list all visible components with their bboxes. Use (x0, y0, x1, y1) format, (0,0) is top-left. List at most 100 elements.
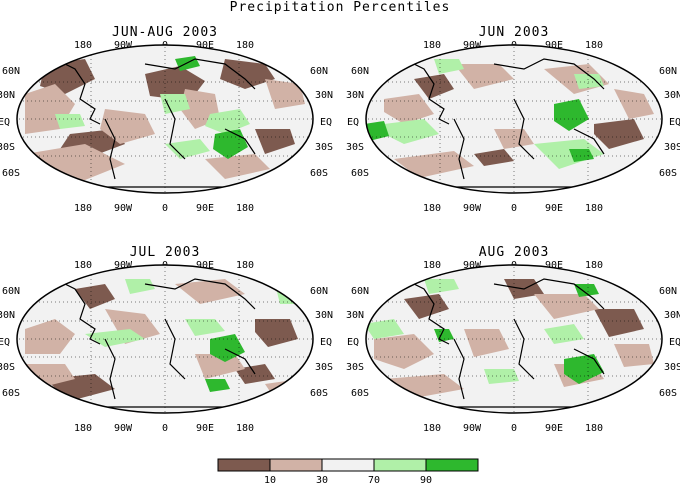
lat-label: EQ (669, 337, 680, 348)
lon-label: 90E (545, 40, 563, 51)
lat-label: 60S (659, 168, 677, 179)
lon-label: 180 (585, 40, 603, 51)
lat-label: EQ (320, 117, 332, 128)
map-field (17, 265, 313, 413)
lat-labels-right: 60N 30N EQ 30S 60S (310, 66, 333, 179)
lon-label: 180 (236, 423, 254, 434)
lat-label: EQ (0, 337, 10, 348)
legend-break-label: 70 (368, 475, 380, 484)
lon-labels-bottom: 180 90W 0 90E 180 (74, 203, 254, 214)
lat-labels-right: 60N 30N EQ 30S 60S (659, 66, 680, 179)
lon-label: 90E (545, 423, 563, 434)
graticule (366, 45, 662, 193)
lat-label: 60N (2, 286, 20, 297)
lat-label: 60S (659, 388, 677, 399)
lat-label: 30N (0, 90, 15, 101)
lon-label: 90W (114, 423, 133, 434)
lat-labels-left: 60N 30N EQ 30S 60S (0, 66, 20, 179)
lat-label: 60S (310, 388, 328, 399)
lat-label: 30S (664, 362, 680, 373)
legend-swatch-dry (269, 458, 323, 472)
lat-label: 30N (346, 310, 364, 321)
lat-label: 30N (315, 90, 333, 101)
lon-label: 180 (74, 40, 92, 51)
lon-label: 90W (463, 423, 482, 434)
lat-label: 60N (310, 286, 328, 297)
dry-patch (25, 279, 305, 399)
very-dry-patch (404, 279, 644, 337)
lat-label: 60N (659, 66, 677, 77)
map-panel-jun-aug: JUN-AUG 2003 180 90W 0 90E 180 180 90W 0 90E 180… (0, 25, 333, 214)
lat-label: 60N (2, 66, 20, 77)
lat-labels-right: 60N 30N EQ 30S 60S (310, 286, 333, 399)
lon-label: 90W (463, 40, 482, 51)
lat-label: 30N (664, 310, 680, 321)
graticule (17, 45, 313, 193)
lat-label: EQ (669, 117, 680, 128)
coastline (366, 58, 662, 188)
panel-title: JUL 2003 (130, 245, 201, 260)
lon-label: 90W (463, 260, 482, 271)
lat-label: 30S (664, 142, 680, 153)
lon-label: 90W (114, 260, 133, 271)
map-field (17, 45, 313, 193)
lat-labels-left: 60N 30N EQ 30S 60S (346, 286, 369, 399)
lat-label: 60S (2, 388, 20, 399)
very-dry-patch (40, 59, 295, 159)
lat-labels-left: 60N 30N EQ 30S 60S (0, 286, 20, 399)
legend-swatch-very-wet (425, 458, 479, 472)
very-wet-patch (205, 334, 245, 392)
graticule (366, 265, 662, 413)
lat-label: 30S (315, 142, 333, 153)
coastline (17, 58, 313, 188)
lat-label: EQ (347, 117, 359, 128)
lat-label: 60N (351, 286, 369, 297)
lon-label: 90W (114, 203, 133, 214)
lat-label: EQ (320, 337, 332, 348)
lon-label: 180 (585, 203, 603, 214)
lon-label: 90W (463, 203, 482, 214)
dry-patch (25, 79, 305, 184)
lat-label: 60N (310, 66, 328, 77)
page-title: Precipitation Percentiles (229, 0, 451, 15)
lat-label: 30S (346, 362, 364, 373)
lon-label: 180 (585, 423, 603, 434)
lon-label: 0 (162, 203, 168, 214)
lon-label: 90E (545, 203, 563, 214)
lat-label: 30S (0, 142, 15, 153)
lon-label: 180 (423, 260, 441, 271)
lon-label: 180 (74, 203, 92, 214)
lat-label: 60S (2, 168, 20, 179)
lat-labels-left: 60N 30N EQ 30S 60S (346, 66, 369, 179)
lat-label: 60S (310, 168, 328, 179)
lon-labels-bottom: 180 90W 0 90E 180 (74, 423, 254, 434)
lat-label: 30S (0, 362, 15, 373)
lat-labels-right: 60N 30N EQ 30S 60S (659, 286, 680, 399)
lon-label: 90E (196, 203, 214, 214)
lat-label: 60N (351, 66, 369, 77)
lon-label: 180 (423, 203, 441, 214)
very-dry-patch (45, 284, 298, 401)
lon-label: 180 (236, 40, 254, 51)
legend-break-label: 30 (316, 475, 328, 484)
wet-patch (55, 94, 250, 159)
legend-break-label: 90 (420, 475, 432, 484)
very-wet-patch (366, 99, 594, 162)
lat-label: 60N (659, 286, 677, 297)
lon-label: 90E (196, 423, 214, 434)
lon-label: 90E (196, 260, 214, 271)
lon-label: 0 (511, 423, 517, 434)
legend-color-bar (217, 458, 479, 472)
legend: 10 30 70 90 (217, 458, 479, 484)
lon-labels-bottom: 180 90W 0 90E 180 (423, 423, 603, 434)
very-dry-patch (414, 74, 644, 166)
map-panel-jun: JUN 2003 180 90W 0 90E 180 180 90W 0 90E 180 60N… (346, 25, 680, 214)
lon-label: 180 (74, 423, 92, 434)
coastline (366, 278, 662, 408)
lon-label: 0 (162, 423, 168, 434)
map-border (365, 264, 663, 414)
lat-label: EQ (347, 337, 359, 348)
lon-label: 0 (511, 203, 517, 214)
dry-patch (384, 64, 654, 178)
lon-label: 90W (114, 40, 133, 51)
